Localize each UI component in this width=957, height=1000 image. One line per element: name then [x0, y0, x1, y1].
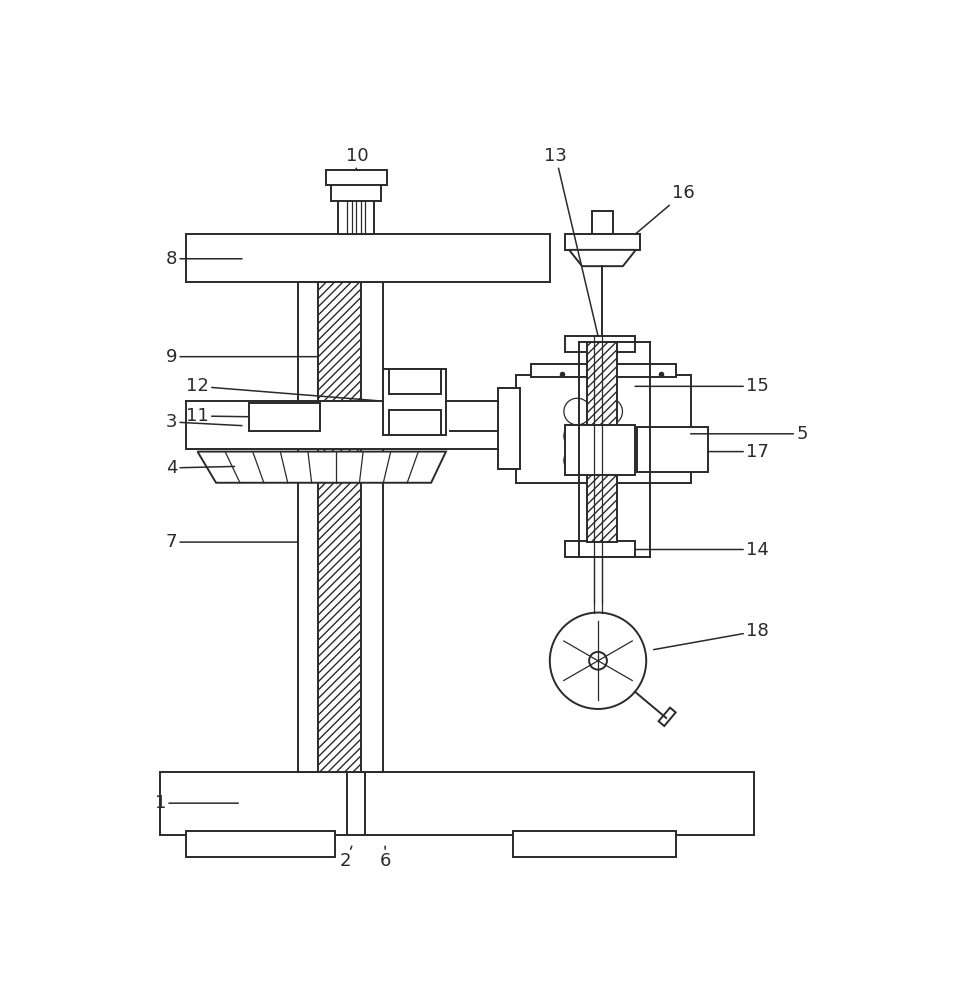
Bar [347, 297, 366, 772]
Circle shape [564, 398, 590, 425]
Bar [331, 182, 382, 201]
Bar [513, 831, 676, 857]
Circle shape [590, 652, 607, 670]
Text: 12: 12 [186, 377, 383, 401]
Bar [517, 375, 691, 483]
Text: 14: 14 [635, 541, 768, 559]
Circle shape [596, 423, 622, 449]
Text: 3: 3 [166, 413, 242, 431]
Polygon shape [197, 452, 446, 483]
Bar [592, 211, 612, 234]
Bar [637, 427, 708, 472]
Circle shape [564, 423, 590, 449]
Bar [347, 772, 366, 835]
Bar [566, 234, 639, 250]
Circle shape [596, 447, 622, 474]
Bar [250, 403, 320, 431]
Text: 2: 2 [340, 846, 352, 870]
Text: 5: 5 [691, 425, 808, 443]
Bar [565, 336, 635, 352]
Text: 7: 7 [166, 533, 298, 551]
Polygon shape [569, 250, 635, 266]
Bar [339, 197, 374, 234]
Bar [565, 425, 635, 475]
Text: 4: 4 [166, 459, 234, 477]
Bar [389, 410, 441, 435]
Bar [587, 342, 616, 542]
Text: 6: 6 [380, 846, 390, 870]
Text: 18: 18 [654, 622, 768, 650]
Circle shape [596, 398, 622, 425]
Text: 11: 11 [186, 407, 250, 425]
Bar [187, 401, 550, 449]
Circle shape [564, 447, 590, 474]
Bar [187, 234, 550, 282]
Text: 17: 17 [708, 443, 768, 461]
Text: 1: 1 [155, 794, 238, 812]
Text: 13: 13 [545, 147, 598, 336]
Text: 15: 15 [635, 377, 768, 395]
Bar [565, 541, 635, 557]
Text: 10: 10 [345, 147, 368, 170]
Bar [531, 364, 676, 377]
Bar [187, 831, 335, 857]
Text: 8: 8 [166, 250, 242, 268]
Bar [298, 282, 383, 772]
Bar [161, 772, 754, 835]
Bar [325, 170, 387, 185]
Bar [658, 708, 676, 726]
Bar [319, 282, 362, 772]
Bar [498, 388, 521, 469]
Bar [383, 369, 446, 435]
Bar [389, 369, 441, 394]
Text: 16: 16 [635, 184, 695, 234]
Circle shape [549, 613, 646, 709]
Text: 9: 9 [166, 348, 319, 366]
